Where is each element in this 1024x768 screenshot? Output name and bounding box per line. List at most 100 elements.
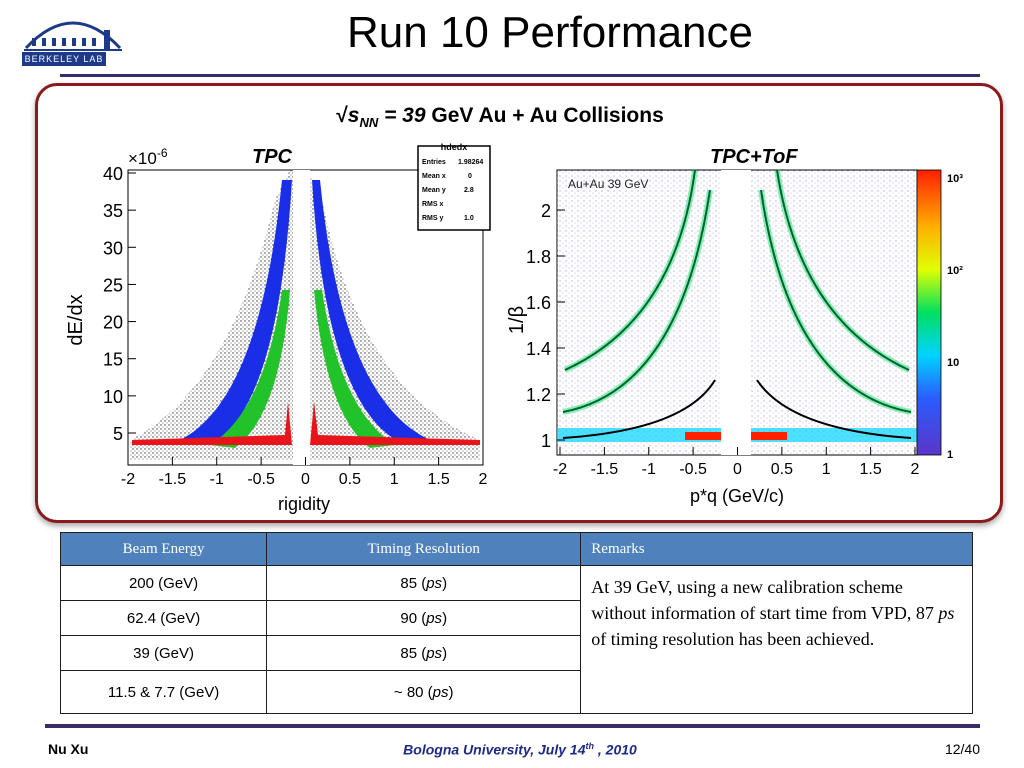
stats-val-2: 2.8 [464, 187, 474, 194]
tpc-x-tick: -0.5 [247, 471, 275, 488]
stats-key-4: RMS y [422, 215, 444, 222]
resolution-cell: ~ 80 (ps) [266, 670, 582, 714]
tpc-x-tick: -2 [121, 471, 135, 488]
tpc-blue-band-right [312, 180, 430, 445]
tof-x-tick: 2 [911, 461, 920, 478]
tpc-y-tick: 20 [103, 313, 123, 333]
logo-lettering: BERKELEY LAB [22, 52, 106, 66]
table-row: 200 (GeV) 85 (ps) At 39 GeV, using a new… [59, 565, 973, 714]
tpc-y-axis-label: dE/dx [65, 294, 87, 345]
energy-cell: 200 (GeV) [59, 565, 268, 601]
s-symbol: s [347, 104, 360, 127]
table-row: 62.4 (GeV) 90 (ps) [59, 600, 973, 636]
table-row: 11.5 & 7.7 (GeV) ~ 80 (ps) [59, 670, 973, 714]
tof-x-tick: 0 [733, 461, 742, 478]
tpc-y-tick: 30 [103, 238, 123, 258]
tpc-red-band-left [132, 402, 292, 445]
collision-label: √sNN = 39 GeV Au + Au Collisions [230, 104, 770, 130]
tof-y-tick: 1.6 [526, 293, 551, 313]
colorbar-tick-1000: 10³ [947, 173, 963, 185]
energy-cell: 62.4 (GeV) [59, 600, 268, 636]
header-beam-energy: Beam Energy [59, 532, 268, 566]
tpc-y-tick: 5 [113, 424, 123, 444]
tpc-y-tick: 25 [103, 275, 123, 295]
resolution-cell: 85 (ps) [266, 565, 582, 601]
tof-y-tick: 1.4 [526, 339, 551, 359]
resolution-cell: 85 (ps) [266, 635, 582, 671]
tof-pion-curve-right [756, 379, 912, 439]
colorbar-tick-10: 10 [947, 357, 959, 369]
tof-pion-curve-left [562, 379, 716, 439]
tof-proton-curve-right [776, 169, 910, 371]
header-timing-resolution: Timing Resolution [266, 532, 582, 566]
tpc-x-tick: 0 [301, 471, 310, 488]
stats-box-title: hdedx [441, 142, 468, 152]
remark-cell: At 39 GeV, using a new calibration schem… [580, 565, 973, 714]
energy-cell: 11.5 & 7.7 (GeV) [59, 670, 268, 714]
tof-baseline-left [557, 428, 721, 442]
tpc-blue-band-left [180, 180, 292, 445]
resolution-cell: 90 (ps) [266, 600, 582, 636]
tpc-y-tick: 35 [103, 201, 123, 221]
footer-event: Bologna University, July 14th , 2010 [403, 741, 637, 758]
timing-table: Beam Energy Timing Resolution Remarks 20… [59, 532, 973, 714]
tpc-green-band-right [314, 290, 395, 448]
tof-colorbar [916, 169, 942, 456]
tpc-red-band-right [310, 402, 480, 445]
energy-cell: 39 (GeV) [59, 635, 268, 671]
stats-val-1: 0 [468, 173, 472, 180]
tof-y-tick: 2 [541, 201, 551, 221]
footer-author: Nu Xu [48, 741, 89, 757]
tpc-x-axis-label: rigidity [278, 494, 330, 514]
tpc-x-tick: -1 [210, 471, 224, 488]
energy-value: = 39 [378, 104, 426, 127]
tof-x-tick: -1.5 [591, 461, 619, 478]
tof-x-tick: -2 [553, 461, 567, 478]
tof-x-tick: 1.5 [860, 461, 882, 478]
tpc-x-tick: -1.5 [159, 471, 187, 488]
tof-beta-plot: Au+Au 39 GeV 1 10 10² 10³ 1/β p*q (GeV/c… [506, 169, 963, 506]
tof-x-tick: 0.5 [771, 461, 793, 478]
slide-title: Run 10 Performance [347, 8, 753, 57]
stats-val-4: 1.0 [464, 215, 474, 222]
tof-y-tick: 1.2 [526, 385, 551, 405]
tof-pion-hot-right [751, 432, 787, 440]
tof-kaon-curve-left [562, 189, 711, 413]
tof-kaon-curve-right [760, 189, 912, 413]
title-divider [60, 74, 980, 77]
tof-proton-curve-left [564, 169, 696, 371]
tpc-x-tick: 2 [479, 471, 488, 488]
tof-y-axis-label: 1/β [506, 306, 528, 334]
tof-y-tick: 1 [541, 431, 551, 451]
header-remarks: Remarks [580, 532, 973, 566]
tpc-x-tick: 1 [390, 471, 399, 488]
stats-key-1: Mean x [422, 173, 446, 180]
tof-x-tick: -1 [642, 461, 656, 478]
collision-text: GeV Au + Au Collisions [425, 104, 664, 127]
footer-divider [45, 724, 980, 728]
tof-x-tick: -0.5 [679, 461, 707, 478]
tof-plot-label: TPC+ToF [710, 146, 798, 168]
footer-page-number: 12/40 [944, 741, 980, 757]
tpc-y-tick: 40 [103, 164, 123, 184]
tof-baseline-right [751, 428, 917, 442]
tof-inner-label: Au+Au 39 GeV [568, 177, 648, 191]
berkeley-lab-logo [24, 21, 122, 51]
tof-x-tick: 1 [822, 461, 831, 478]
sqrt-symbol: √ [336, 104, 348, 127]
table-row: 39 (GeV) 85 (ps) [59, 635, 973, 671]
tof-center-gap [721, 170, 751, 455]
tpc-dedx-plot: hdedx Entries 1.98264 Mean x 0 Mean y 2.… [65, 142, 491, 514]
tpc-y-tick: 10 [103, 387, 123, 407]
tpc-multiplier: ×10-6 [128, 146, 168, 168]
colorbar-tick-1: 1 [947, 449, 953, 461]
tpc-stats-box: hdedx Entries 1.98264 Mean x 0 Mean y 2.… [417, 142, 491, 231]
colorbar-tick-100: 10² [947, 265, 963, 277]
tpc-x-tick: 0.5 [339, 471, 361, 488]
tof-y-tick: 1.8 [526, 247, 551, 267]
tpc-green-band-left [210, 290, 290, 448]
tpc-center-gap [293, 170, 310, 465]
stats-key-2: Mean y [422, 187, 446, 194]
tof-x-axis-label: p*q (GeV/c) [690, 486, 784, 506]
stats-key-0: Entries [422, 159, 446, 166]
